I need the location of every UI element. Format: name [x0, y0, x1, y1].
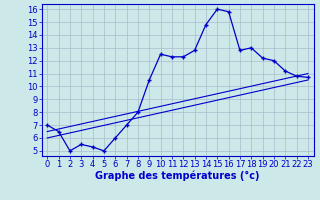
X-axis label: Graphe des températures (°c): Graphe des températures (°c)	[95, 171, 260, 181]
